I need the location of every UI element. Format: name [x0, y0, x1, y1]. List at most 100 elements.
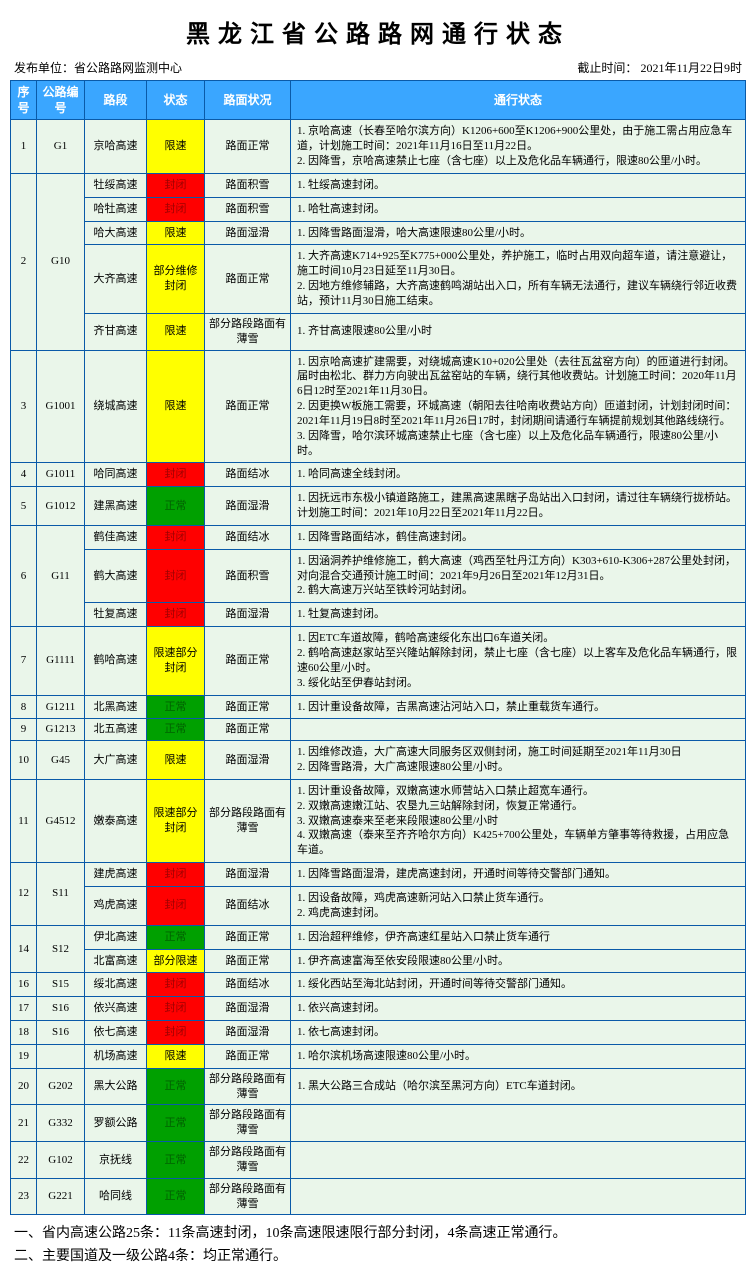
cell-segment: 北富高速	[85, 949, 147, 973]
cell-idx: 12	[11, 863, 37, 926]
cell-desc: 1. 牡绥高速封闭。	[291, 173, 746, 197]
cell-segment: 绥北高速	[85, 973, 147, 997]
table-row: 哈大高速限速路面湿滑1. 因降雪路面湿滑，哈大高速限速80公里/小时。	[11, 221, 746, 245]
cell-segment: 建黑高速	[85, 487, 147, 526]
cell-status: 封闭	[147, 525, 205, 549]
cell-road: 路面正常	[205, 627, 291, 695]
cell-idx: 6	[11, 525, 37, 626]
col-desc: 通行状态	[291, 81, 746, 120]
cell-road: 路面湿滑	[205, 863, 291, 887]
cell-code: S16	[37, 1021, 85, 1045]
cell-segment: 京抚线	[85, 1142, 147, 1179]
cell-desc: 1. 依兴高速封闭。	[291, 997, 746, 1021]
cell-idx: 5	[11, 487, 37, 526]
table-row: 22G102京抚线正常部分路段路面有薄雪	[11, 1142, 746, 1179]
cell-code: S15	[37, 973, 85, 997]
cell-code: G1011	[37, 463, 85, 487]
cell-status: 限速部分封闭	[147, 779, 205, 862]
cell-segment: 大广高速	[85, 741, 147, 780]
cell-idx: 7	[11, 627, 37, 695]
cell-status: 封闭	[147, 463, 205, 487]
cell-road: 路面积雪	[205, 549, 291, 603]
cell-status: 封闭	[147, 973, 205, 997]
table-row: 17S16依兴高速封闭路面湿滑1. 依兴高速封闭。	[11, 997, 746, 1021]
cell-desc: 1. 因降雪路面湿滑，建虎高速封闭，开通时间等待交警部门通知。	[291, 863, 746, 887]
cell-segment: 哈同线	[85, 1178, 147, 1215]
cell-road: 路面正常	[205, 925, 291, 949]
cell-desc: 1. 伊齐高速富海至依安段限速80公里/小时。	[291, 949, 746, 973]
cell-road: 路面正常	[205, 949, 291, 973]
table-row: 10G45大广高速限速路面湿滑1. 因维修改造，大广高速大同服务区双侧封闭，施工…	[11, 741, 746, 780]
cell-segment: 鹤哈高速	[85, 627, 147, 695]
cell-status: 限速	[147, 120, 205, 174]
cell-code: G10	[37, 173, 85, 350]
cell-status: 限速	[147, 741, 205, 780]
cell-road: 路面结冰	[205, 886, 291, 925]
table-row: 鹤大高速封闭路面积雪1. 因涵洞养护维修施工，鹤大高速（鸡西至牡丹江方向）K30…	[11, 549, 746, 603]
cell-segment: 鸡虎高速	[85, 886, 147, 925]
table-row: 大齐高速部分维修封闭路面正常1. 大齐高速K714+925至K775+000公里…	[11, 245, 746, 313]
table-row: 5G1012建黑高速正常路面湿滑1. 因抚远市东极小镇道路施工，建黑高速黑瞎子岛…	[11, 487, 746, 526]
cell-idx: 3	[11, 350, 37, 463]
cell-desc: 1. 依七高速封闭。	[291, 1021, 746, 1045]
col-idx: 序号	[11, 81, 37, 120]
cell-code: S12	[37, 925, 85, 973]
cell-desc: 1. 哈同高速全线封闭。	[291, 463, 746, 487]
cell-idx: 21	[11, 1105, 37, 1142]
cell-segment: 依兴高速	[85, 997, 147, 1021]
cell-status: 正常	[147, 1105, 205, 1142]
cell-code: G1001	[37, 350, 85, 463]
cell-idx: 4	[11, 463, 37, 487]
cell-status: 封闭	[147, 1021, 205, 1045]
table-row: 23G221哈同线正常部分路段路面有薄雪	[11, 1178, 746, 1215]
cell-segment: 牡绥高速	[85, 173, 147, 197]
cell-code: G1213	[37, 719, 85, 741]
time-block: 截止时间： 2021年11月22日9时	[577, 59, 742, 76]
cell-status: 封闭	[147, 549, 205, 603]
cell-desc: 1. 哈牡高速封闭。	[291, 197, 746, 221]
footer: 一、省内高速公路25条：11条高速封闭，10条高速限速限行部分封闭，4条高速正常…	[10, 1215, 746, 1272]
cell-desc: 1. 京哈高速（长春至哈尔滨方向）K1206+600至K1206+900公里处，…	[291, 120, 746, 174]
cell-segment: 绕城高速	[85, 350, 147, 463]
cell-idx: 10	[11, 741, 37, 780]
cell-road: 路面正常	[205, 695, 291, 719]
table-row: 北富高速部分限速路面正常1. 伊齐高速富海至依安段限速80公里/小时。	[11, 949, 746, 973]
cell-desc: 1. 因降雪路面结冰，鹤佳高速封闭。	[291, 525, 746, 549]
cell-status: 封闭	[147, 886, 205, 925]
cell-status: 限速	[147, 350, 205, 463]
cell-idx: 16	[11, 973, 37, 997]
cell-status: 正常	[147, 695, 205, 719]
table-row: 20G202黑大公路正常部分路段路面有薄雪1. 黑大公路三合成站（哈尔滨至黑河方…	[11, 1068, 746, 1105]
table-row: 8G1211北黑高速正常路面正常1. 因计重设备故障，吉黑高速沾河站入口，禁止重…	[11, 695, 746, 719]
table-row: 19机场高速限速路面正常1. 哈尔滨机场高速限速80公里/小时。	[11, 1044, 746, 1068]
cell-desc	[291, 1142, 746, 1179]
cell-code	[37, 1044, 85, 1068]
cell-desc: 1. 因抚远市东极小镇道路施工，建黑高速黑瞎子岛站出入口封闭，请过往车辆绕行拢桥…	[291, 487, 746, 526]
cell-status: 限速	[147, 221, 205, 245]
meta-row: 发布单位：省公路路网监测中心 截止时间： 2021年11月22日9时	[10, 59, 746, 80]
cell-road: 路面正常	[205, 120, 291, 174]
table-row: 1G1京哈高速限速路面正常1. 京哈高速（长春至哈尔滨方向）K1206+600至…	[11, 120, 746, 174]
cell-status: 正常	[147, 719, 205, 741]
cell-segment: 罗额公路	[85, 1105, 147, 1142]
table-row: 9G1213北五高速正常路面正常	[11, 719, 746, 741]
cell-status: 封闭	[147, 997, 205, 1021]
table-row: 牡复高速封闭路面湿滑1. 牡复高速封闭。	[11, 603, 746, 627]
table-row: 7G1111鹤哈高速限速部分封闭路面正常1. 因ETC车道故障，鹤哈高速绥化东出…	[11, 627, 746, 695]
cell-segment: 齐甘高速	[85, 313, 147, 350]
cell-idx: 2	[11, 173, 37, 350]
cell-idx: 9	[11, 719, 37, 741]
cell-code: G1	[37, 120, 85, 174]
cell-desc	[291, 1178, 746, 1215]
cell-segment: 北黑高速	[85, 695, 147, 719]
cell-segment: 哈同高速	[85, 463, 147, 487]
cell-road: 路面湿滑	[205, 1021, 291, 1045]
table-row: 6G11鹤佳高速封闭路面结冰1. 因降雪路面结冰，鹤佳高速封闭。	[11, 525, 746, 549]
table-row: 18S16依七高速封闭路面湿滑1. 依七高速封闭。	[11, 1021, 746, 1045]
cell-code: S16	[37, 997, 85, 1021]
cell-road: 路面结冰	[205, 973, 291, 997]
status-table: 序号 公路编号 路段 状态 路面状况 通行状态 1G1京哈高速限速路面正常1. …	[10, 80, 746, 1215]
cell-status: 正常	[147, 1178, 205, 1215]
cell-code: G332	[37, 1105, 85, 1142]
cell-idx: 11	[11, 779, 37, 862]
